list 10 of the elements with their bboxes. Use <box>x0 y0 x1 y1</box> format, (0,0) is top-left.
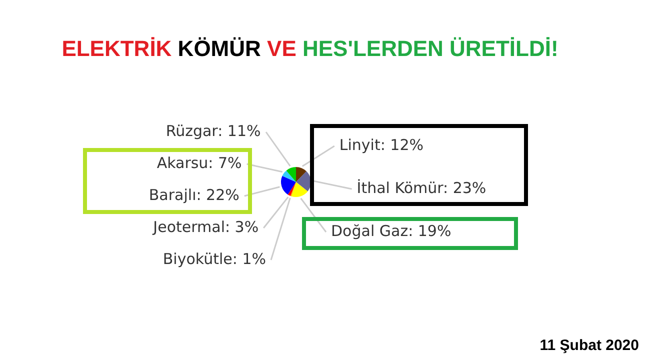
text: 11 Şubat 2020 <box>540 337 639 354</box>
slice-label: Jeotermal: 3% <box>152 218 259 236</box>
slice-label: Doğal Gaz: 19% <box>331 222 452 240</box>
slice-label: İthal Kömür: 23% <box>356 178 486 197</box>
chart-title: ELEKTRİK KÖMÜR VE HES'LERDEN ÜRETİLDİ! <box>62 36 558 61</box>
slice-label: Linyit: 12% <box>339 136 424 154</box>
slice-label: Biyokütle: 1% <box>162 250 266 268</box>
slice-label: Akarsu: 7% <box>156 154 242 172</box>
slice-label: Barajlı: 22% <box>148 186 240 204</box>
slice-label: Rüzgar: 11% <box>166 122 261 140</box>
